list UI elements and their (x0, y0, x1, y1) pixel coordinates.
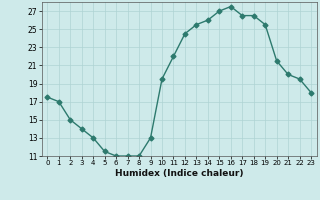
X-axis label: Humidex (Indice chaleur): Humidex (Indice chaleur) (115, 169, 244, 178)
